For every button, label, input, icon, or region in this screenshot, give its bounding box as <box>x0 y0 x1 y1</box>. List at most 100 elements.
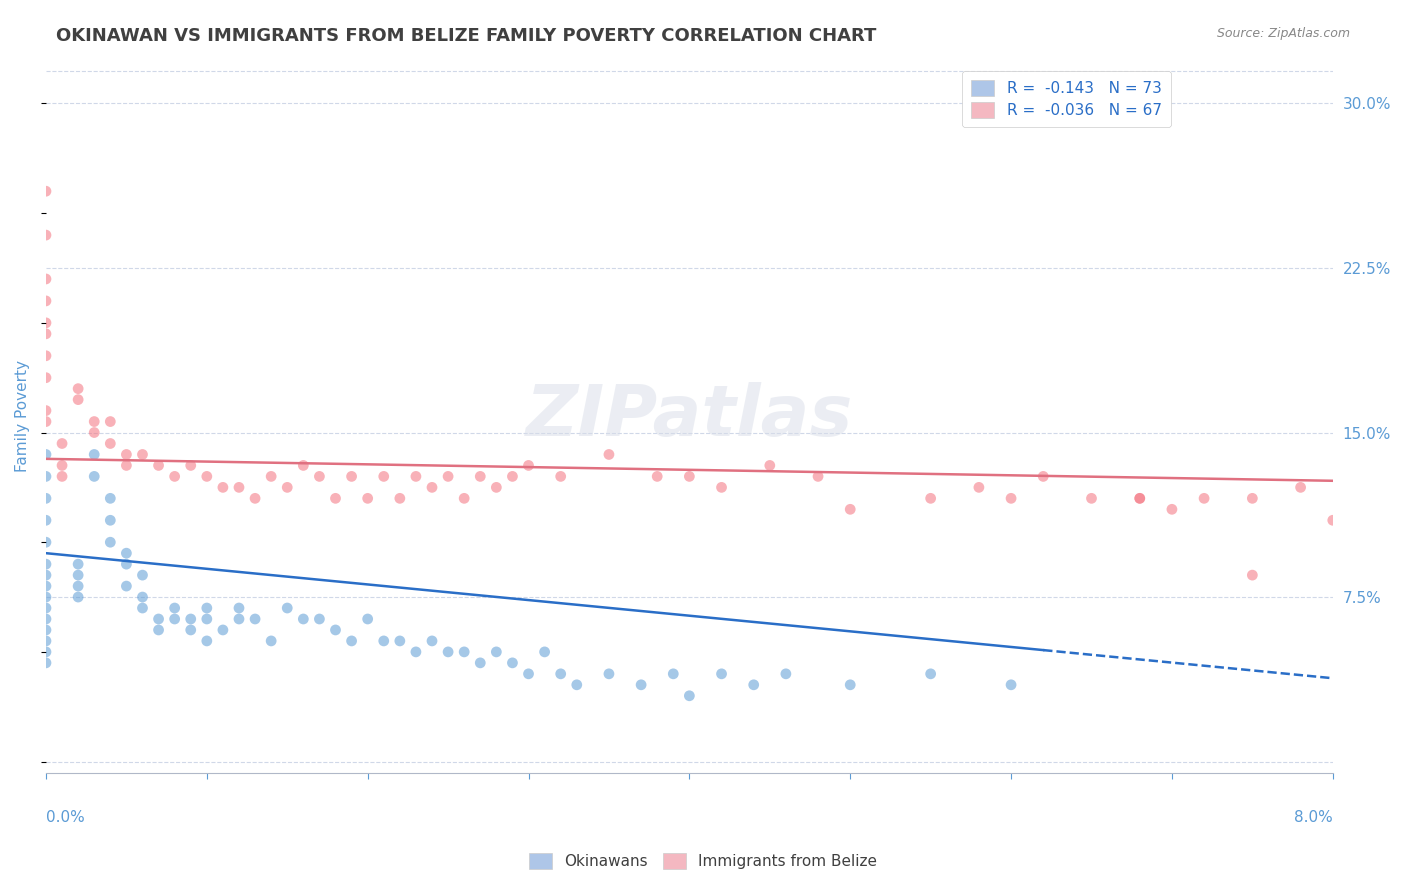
Point <box>180 623 202 637</box>
Point <box>357 491 380 506</box>
Point <box>470 656 492 670</box>
Point <box>243 612 266 626</box>
Point <box>630 678 652 692</box>
Point <box>308 469 330 483</box>
Point <box>565 678 588 692</box>
Point <box>420 634 443 648</box>
Point <box>228 601 250 615</box>
Point <box>1241 491 1264 506</box>
Point <box>405 469 427 483</box>
Point <box>35 579 58 593</box>
Point <box>920 666 942 681</box>
Point <box>598 447 620 461</box>
Point <box>35 623 58 637</box>
Point <box>645 469 668 483</box>
Point <box>180 458 202 473</box>
Point <box>1129 491 1152 506</box>
Point <box>212 623 235 637</box>
Point <box>710 666 733 681</box>
Point <box>742 678 765 692</box>
Point <box>357 612 380 626</box>
Point <box>35 535 58 549</box>
Point <box>550 666 572 681</box>
Point <box>35 403 58 417</box>
Point <box>35 612 58 626</box>
Point <box>598 666 620 681</box>
Point <box>35 316 58 330</box>
Point <box>163 612 186 626</box>
Point <box>1289 480 1312 494</box>
Point <box>115 557 138 571</box>
Point <box>35 491 58 506</box>
Point <box>163 469 186 483</box>
Text: 0.0%: 0.0% <box>46 810 84 825</box>
Point <box>180 612 202 626</box>
Point <box>67 392 90 407</box>
Point <box>115 447 138 461</box>
Point <box>839 502 862 516</box>
Point <box>373 469 395 483</box>
Point <box>485 645 508 659</box>
Point <box>501 469 523 483</box>
Point <box>325 491 347 506</box>
Point <box>212 480 235 494</box>
Point <box>35 228 58 243</box>
Point <box>920 491 942 506</box>
Point <box>67 568 90 582</box>
Point <box>67 382 90 396</box>
Point <box>260 634 283 648</box>
Point <box>115 546 138 560</box>
Point <box>228 612 250 626</box>
Point <box>195 612 218 626</box>
Point <box>340 469 363 483</box>
Point <box>1192 491 1215 506</box>
Point <box>517 458 540 473</box>
Point <box>67 579 90 593</box>
Point <box>131 568 153 582</box>
Point <box>51 436 73 450</box>
Point <box>405 645 427 659</box>
Point <box>1322 513 1344 527</box>
Text: OKINAWAN VS IMMIGRANTS FROM BELIZE FAMILY POVERTY CORRELATION CHART: OKINAWAN VS IMMIGRANTS FROM BELIZE FAMIL… <box>56 27 876 45</box>
Point <box>276 601 298 615</box>
Point <box>98 535 121 549</box>
Text: 8.0%: 8.0% <box>1294 810 1333 825</box>
Point <box>35 184 58 198</box>
Point <box>1161 502 1184 516</box>
Point <box>148 623 170 637</box>
Point <box>83 415 105 429</box>
Point <box>308 612 330 626</box>
Point <box>710 480 733 494</box>
Point <box>148 612 170 626</box>
Point <box>98 513 121 527</box>
Point <box>83 469 105 483</box>
Point <box>35 469 58 483</box>
Point <box>373 634 395 648</box>
Point <box>195 634 218 648</box>
Point <box>420 480 443 494</box>
Point <box>470 469 492 483</box>
Point <box>1000 491 1022 506</box>
Point <box>98 491 121 506</box>
Point <box>51 469 73 483</box>
Point <box>83 447 105 461</box>
Point <box>388 634 411 648</box>
Point <box>485 480 508 494</box>
Point <box>35 645 58 659</box>
Point <box>1129 491 1152 506</box>
Point <box>388 491 411 506</box>
Point <box>195 469 218 483</box>
Point <box>35 557 58 571</box>
Point <box>115 458 138 473</box>
Point <box>453 491 475 506</box>
Point <box>807 469 830 483</box>
Point <box>292 612 315 626</box>
Point <box>678 689 700 703</box>
Point <box>35 634 58 648</box>
Point <box>67 557 90 571</box>
Point <box>35 293 58 308</box>
Point <box>292 458 315 473</box>
Point <box>550 469 572 483</box>
Point <box>98 415 121 429</box>
Point <box>453 645 475 659</box>
